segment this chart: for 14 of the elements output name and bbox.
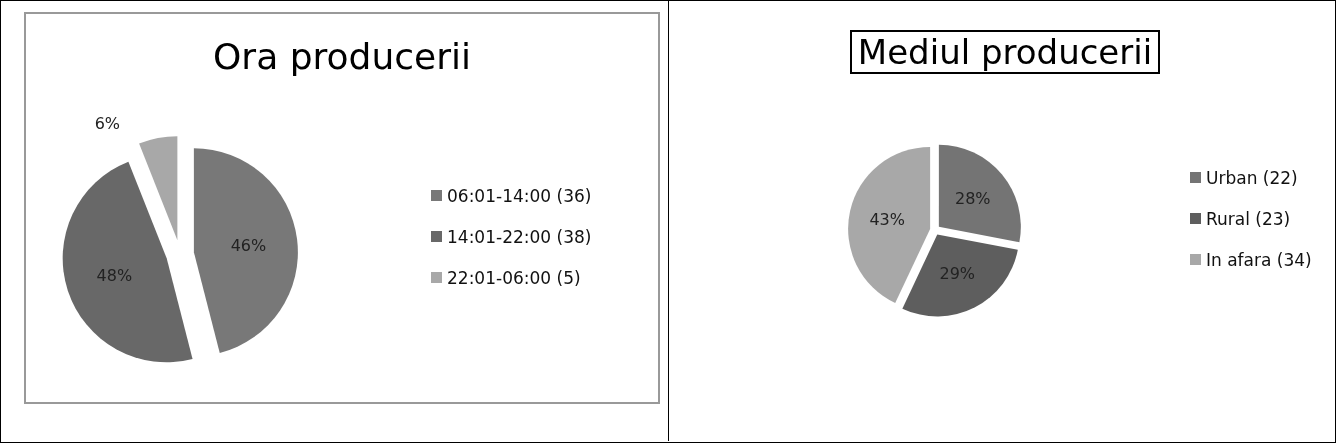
chart-title: Mediul producerii [849,30,1161,74]
legend-label: In afara (34) [1206,249,1312,270]
chart-title: Ora producerii [212,36,472,77]
data-label: 28% [954,189,991,209]
data-label: 46% [230,235,267,255]
data-label: 29% [939,264,976,284]
data-label: 48% [96,265,133,285]
data-label: 43% [869,209,905,229]
legend-label: 22:01-06:00 (5) [447,267,581,288]
legend-label: 14:01-22:00 (38) [447,226,592,247]
legend-label: Urban (22) [1206,167,1298,188]
data-label: 6% [94,113,121,133]
legend-label: Rural (23) [1206,208,1291,229]
legend-label: 06:01-14:00 (36) [447,185,592,206]
